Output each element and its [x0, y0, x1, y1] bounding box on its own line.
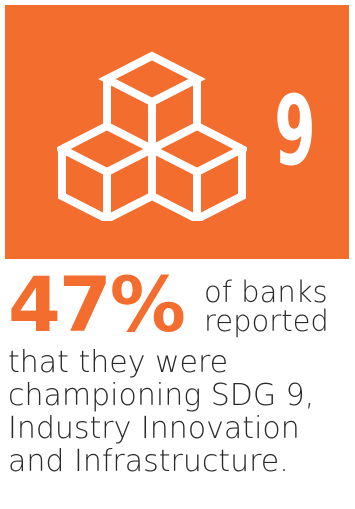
stat-text-line4: Industry Innovation: [8, 411, 300, 446]
stat-percent: 47%: [8, 260, 186, 349]
stat-text-line1b: reported: [204, 304, 329, 338]
sdg-goal-tile: 9: [5, 5, 349, 259]
statistic-block: 47% of banks reported that they were cha…: [8, 262, 353, 479]
stat-headline: 47% of banks reported: [8, 262, 353, 348]
stat-text-line1a: of banks: [204, 275, 328, 309]
stat-text-line3: championing SDG 9,: [8, 378, 315, 413]
stat-text-line5: and Infrastructure.: [8, 444, 289, 479]
goal-number: 9: [274, 75, 316, 187]
stat-text-line2: that they were: [8, 345, 229, 380]
stat-percent-tail: of banks reported: [204, 278, 329, 336]
stacked-cubes-icon: [57, 51, 247, 221]
stat-description: that they were championing SDG 9, Indust…: [8, 346, 353, 478]
